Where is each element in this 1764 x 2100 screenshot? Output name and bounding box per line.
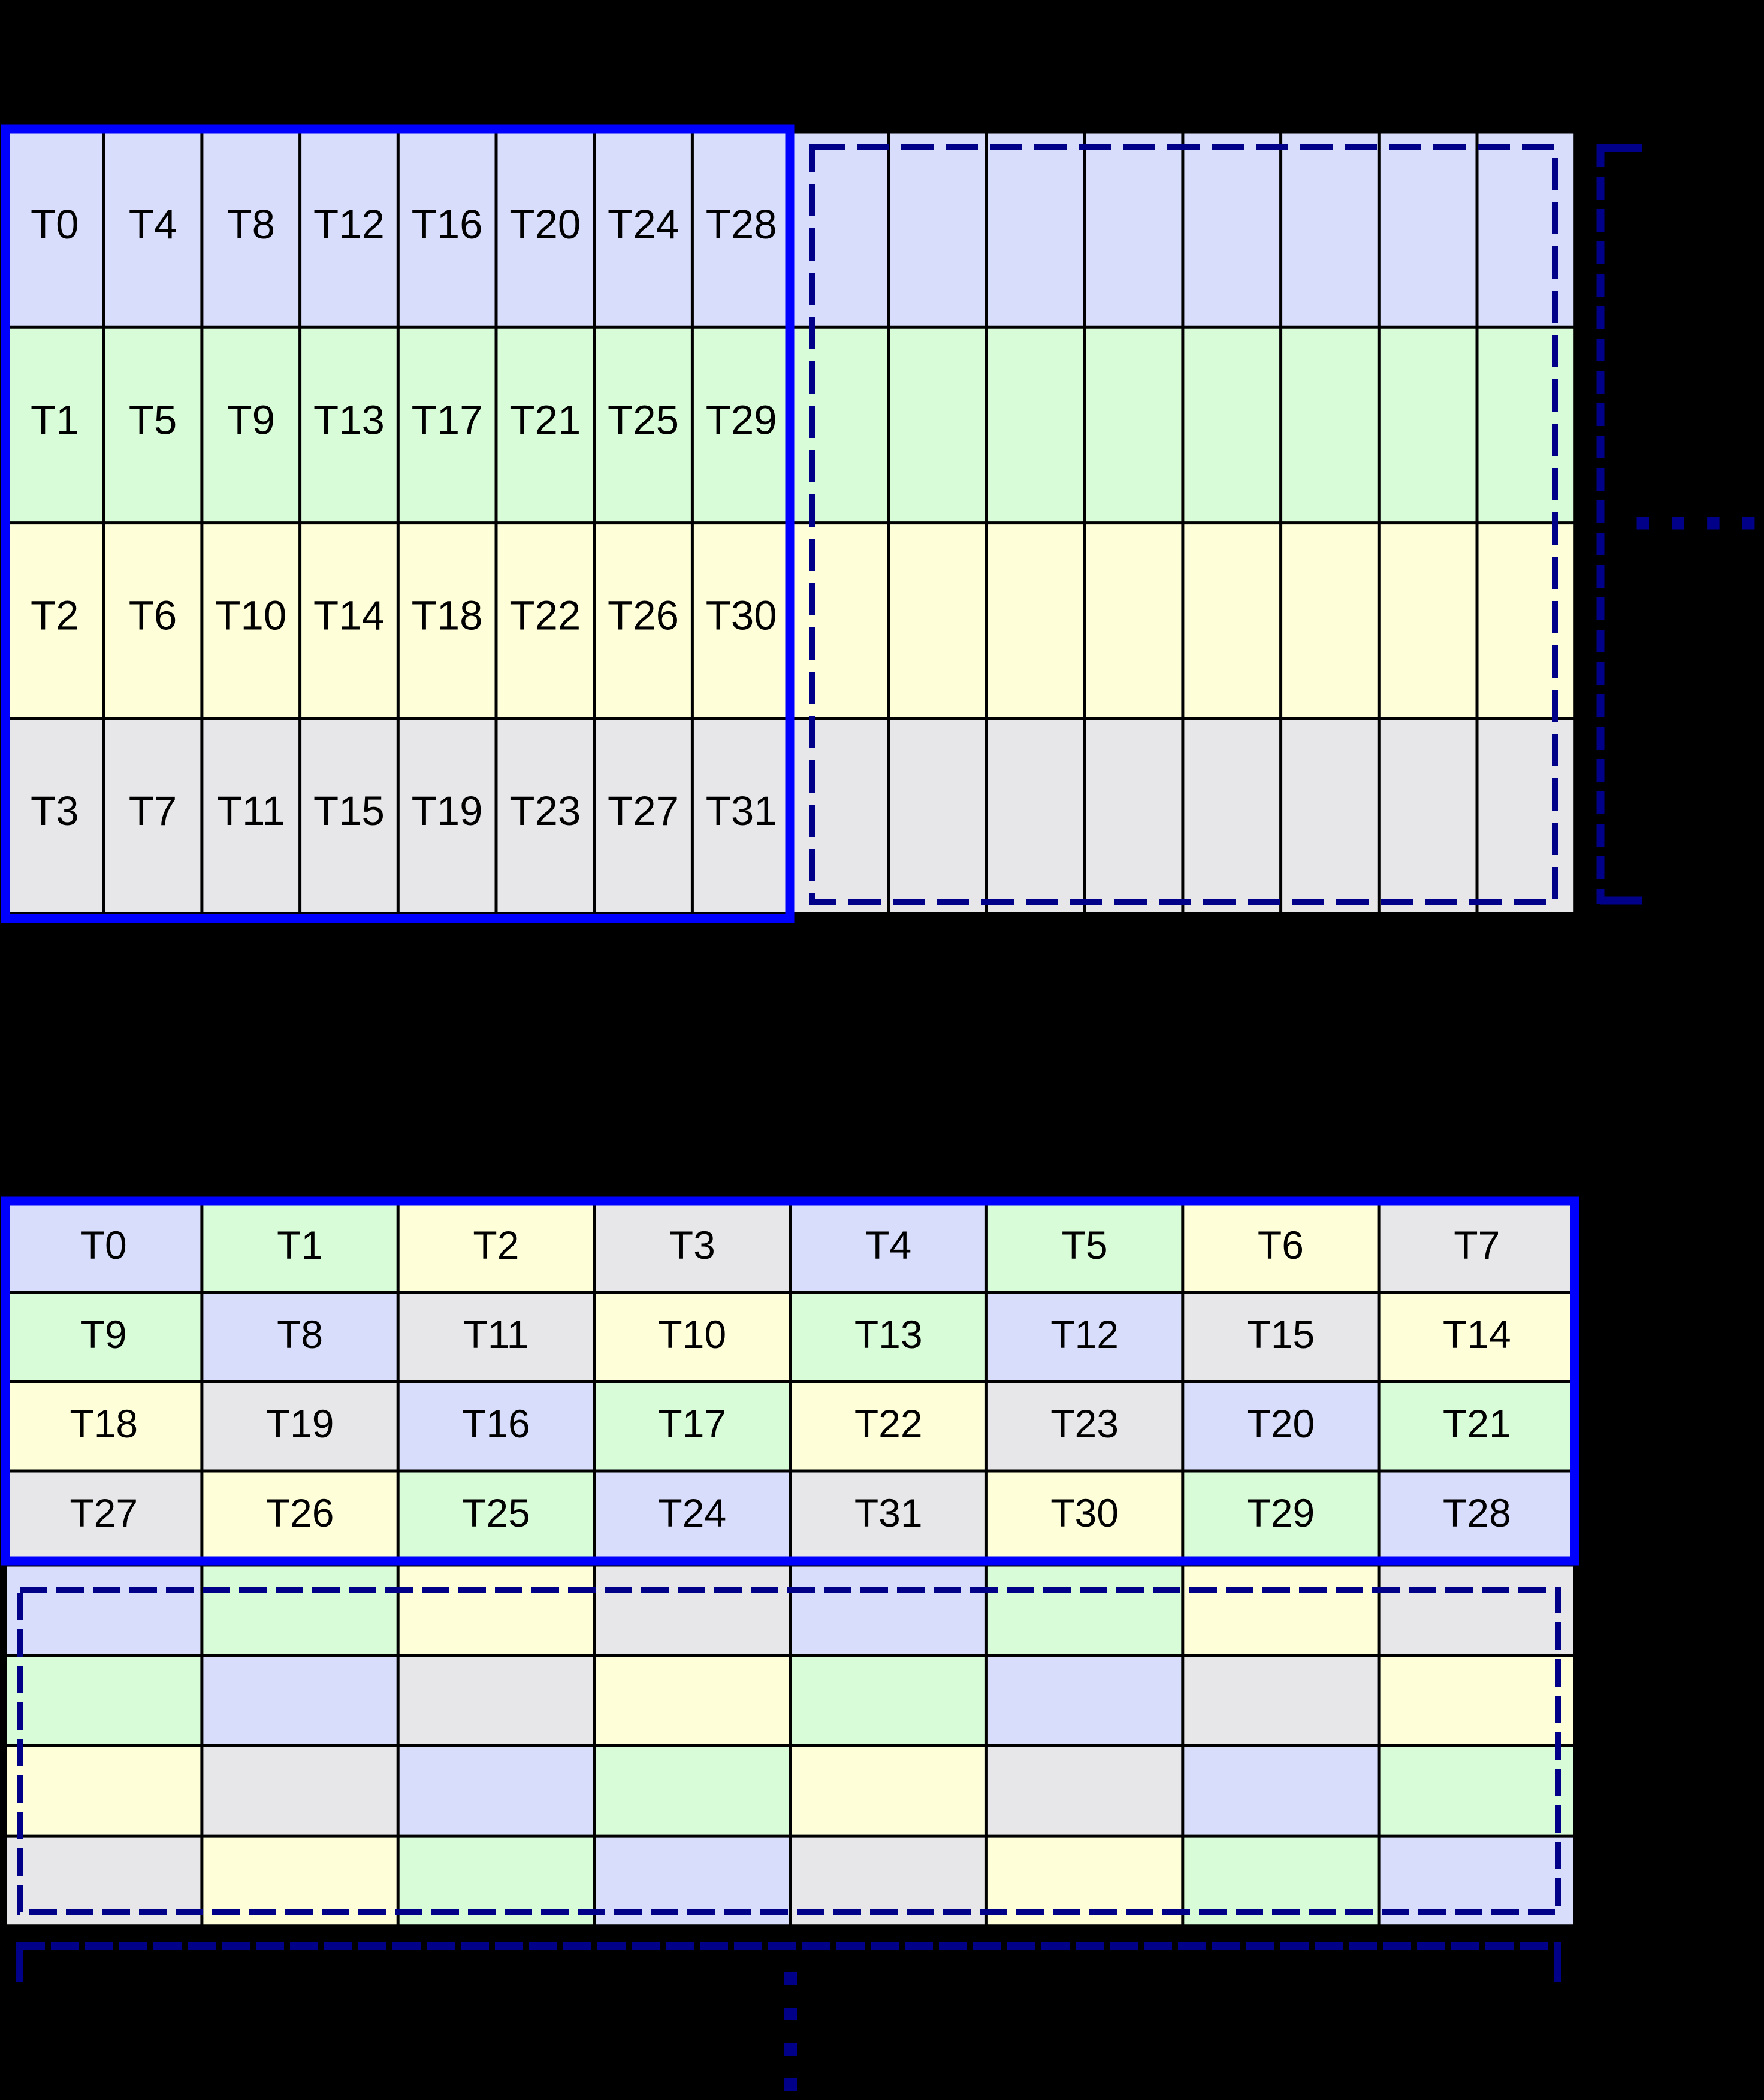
svg-text:T20: T20 (1247, 1401, 1315, 1446)
svg-text:T9: T9 (81, 1312, 127, 1356)
svg-text:T0: T0 (31, 201, 79, 247)
svg-text:T25: T25 (462, 1491, 530, 1535)
svg-text:T26: T26 (608, 593, 679, 639)
svg-text:T11: T11 (217, 788, 285, 834)
svg-text:T16: T16 (462, 1401, 530, 1446)
svg-text:T0: T0 (81, 1223, 127, 1267)
svg-text:T30: T30 (1050, 1491, 1119, 1535)
svg-text:T12: T12 (313, 201, 385, 247)
svg-text:T19: T19 (412, 788, 483, 834)
svg-text:T13: T13 (313, 397, 385, 443)
svg-text:T28: T28 (1443, 1491, 1511, 1535)
svg-text:T25: T25 (608, 397, 679, 443)
svg-text:T27: T27 (70, 1491, 138, 1535)
svg-text:T1: T1 (277, 1223, 323, 1267)
svg-text:T6: T6 (1258, 1223, 1304, 1267)
svg-text:T8: T8 (277, 1312, 323, 1356)
svg-text:T15: T15 (1247, 1312, 1315, 1356)
svg-text:T14: T14 (1443, 1312, 1511, 1356)
svg-text:T23: T23 (1050, 1401, 1119, 1446)
svg-text:T4: T4 (865, 1223, 911, 1267)
svg-text:T28: T28 (706, 201, 777, 247)
svg-text:T19: T19 (266, 1401, 334, 1446)
svg-text:T14: T14 (313, 593, 385, 639)
svg-text:T9: T9 (227, 397, 276, 443)
svg-text:T4: T4 (129, 201, 177, 247)
svg-text:T23: T23 (509, 788, 581, 834)
svg-text:T30: T30 (706, 593, 777, 639)
svg-text:T10: T10 (658, 1312, 726, 1356)
svg-text:T6: T6 (129, 593, 177, 639)
svg-text:T18: T18 (412, 593, 483, 639)
svg-text:T5: T5 (129, 397, 177, 443)
svg-text:T2: T2 (473, 1223, 519, 1267)
svg-text:T7: T7 (129, 788, 177, 834)
svg-text:T12: T12 (1050, 1312, 1119, 1356)
svg-text:T29: T29 (1247, 1491, 1315, 1535)
svg-text:T3: T3 (31, 788, 79, 834)
svg-text:T10: T10 (215, 593, 286, 639)
svg-text:T22: T22 (509, 593, 581, 639)
svg-text:T21: T21 (509, 397, 581, 443)
svg-text:T1: T1 (31, 397, 79, 443)
svg-text:T24: T24 (608, 201, 679, 247)
svg-text:T3: T3 (669, 1223, 715, 1267)
svg-text:T16: T16 (412, 201, 483, 247)
svg-text:T18: T18 (70, 1401, 138, 1446)
svg-text:T17: T17 (412, 397, 483, 443)
svg-text:T20: T20 (509, 201, 581, 247)
svg-text:T29: T29 (706, 397, 777, 443)
svg-text:T15: T15 (313, 788, 385, 834)
svg-text:T5: T5 (1062, 1223, 1108, 1267)
svg-text:T31: T31 (706, 788, 777, 834)
svg-text:T11: T11 (463, 1312, 528, 1356)
svg-text:T2: T2 (31, 593, 79, 639)
svg-text:T7: T7 (1454, 1223, 1500, 1267)
svg-text:T27: T27 (608, 788, 679, 834)
svg-text:T8: T8 (227, 201, 276, 247)
svg-text:T22: T22 (854, 1401, 923, 1446)
svg-text:T13: T13 (854, 1312, 923, 1356)
svg-text:T17: T17 (658, 1401, 726, 1446)
svg-text:T26: T26 (266, 1491, 334, 1535)
svg-text:T24: T24 (658, 1491, 726, 1535)
svg-text:T21: T21 (1443, 1401, 1511, 1446)
svg-text:T31: T31 (854, 1491, 923, 1535)
